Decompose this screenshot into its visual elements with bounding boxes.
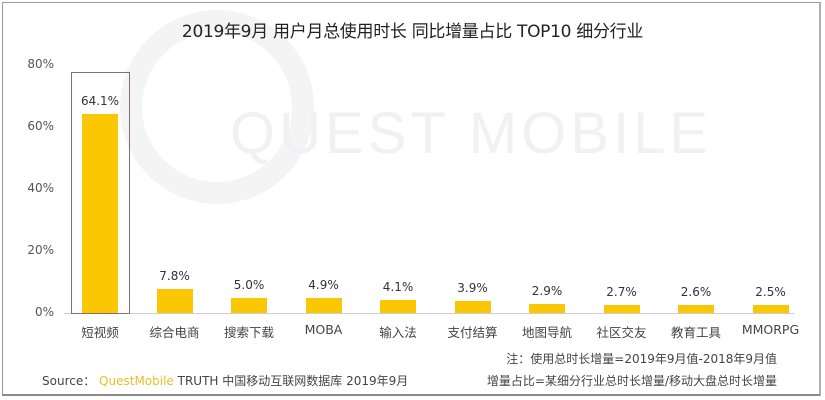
bar-value-label: 2.6% — [680, 284, 712, 299]
bar-value-label: 2.5% — [755, 285, 786, 300]
x-category-label: 搜索下载 — [223, 325, 274, 340]
y-tick-label: 40% — [27, 181, 54, 195]
y-tick-label: 0% — [34, 305, 54, 319]
y-tick-label: 80% — [27, 57, 54, 71]
bar-value-label: 2.7% — [606, 284, 637, 299]
bar-value-label: 64.1% — [80, 94, 120, 109]
watermark: QUEST MOBILE — [230, 101, 713, 166]
x-category-label: MOBA — [304, 322, 343, 337]
x-category-label: MMORPG — [741, 322, 800, 337]
bar — [82, 114, 118, 313]
y-tick-label: 60% — [27, 119, 54, 133]
x-category-label: 教育工具 — [670, 325, 721, 340]
x-category-label: 输入法 — [379, 325, 417, 340]
bar — [454, 300, 491, 313]
bar-value-label: 3.9% — [457, 280, 488, 295]
x-category-label: 地图导航 — [521, 325, 572, 340]
highlight-box — [71, 72, 130, 314]
bar — [305, 297, 342, 313]
chart-frame — [2, 2, 821, 396]
bar-value-label: 4.1% — [382, 280, 414, 295]
source-brand: QuestMobile — [99, 374, 174, 388]
source-label: Source： — [42, 374, 96, 388]
x-category-label: 支付结算 — [447, 325, 498, 340]
bar — [380, 300, 416, 313]
x-category-label: 社区交友 — [596, 325, 647, 340]
bar — [529, 304, 565, 313]
bar — [678, 304, 714, 313]
source-text: TRUTH 中国移动互联网数据库 2019年9月 — [177, 374, 409, 388]
bar-value-label: 7.8% — [159, 268, 190, 283]
note-ratio: 增量占比=某细分行业总时长增量/移动大盘总时长增量 — [486, 374, 777, 388]
bar — [156, 288, 193, 313]
bar — [752, 305, 789, 313]
note-definition: 注：使用总时长增量=2019年9月值-2018年9月值 — [506, 352, 777, 366]
x-axis-line — [64, 313, 794, 314]
bar-value-label: 2.9% — [531, 284, 563, 298]
bar-value-label: 4.9% — [308, 277, 339, 292]
bar — [603, 304, 640, 313]
source-line: Source： QuestMobile TRUTH 中国移动互联网数据库 201… — [42, 372, 408, 389]
x-category-label: 综合电商 — [149, 325, 200, 340]
x-category-label: 短视频 — [81, 325, 119, 340]
chart-title: 2019年9月 用户月总使用时长 同比增量占比 TOP10 细分行业 — [181, 22, 644, 42]
bar-value-label: 5.0% — [233, 277, 265, 292]
y-tick-label: 20% — [27, 243, 54, 257]
bar — [231, 297, 267, 313]
